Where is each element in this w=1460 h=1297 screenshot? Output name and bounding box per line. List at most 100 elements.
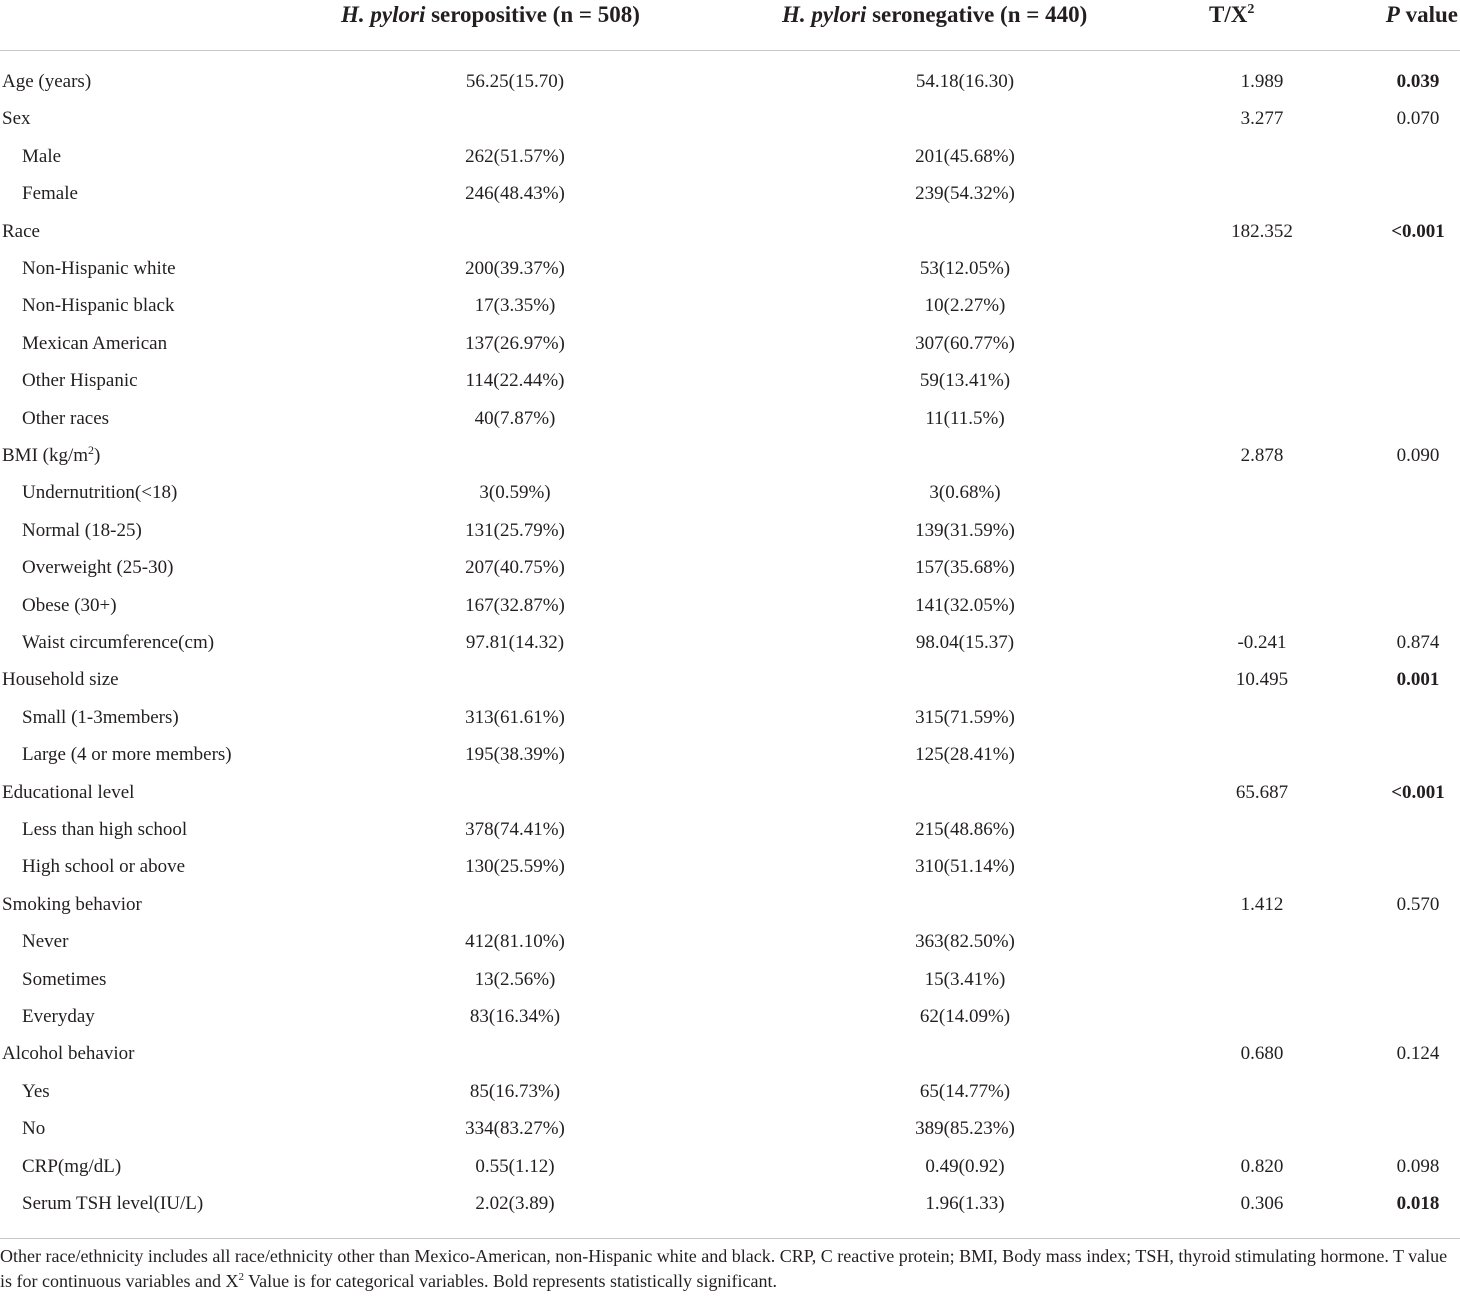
- cell-seropositive: 2.02(3.89): [475, 1193, 555, 1214]
- cell-seropositive: 56.25(15.70): [465, 71, 565, 92]
- cell-seropositive: 3(0.59%): [479, 482, 551, 504]
- cell-seronegative: 141(32.05%): [915, 594, 1015, 616]
- cell-p-value: 0.124: [1396, 1043, 1440, 1065]
- cell-seronegative: 54.18(16.30): [915, 71, 1015, 92]
- row-label: Small (1-3members): [22, 706, 179, 728]
- cell-seronegative: 363(82.50%): [915, 931, 1015, 953]
- table-row: Less than high school 378(74.41%) 215(48.8…: [0, 811, 1460, 848]
- cell-seropositive: 131(25.79%): [465, 519, 565, 541]
- cell-seropositive: 378(74.41%): [465, 819, 565, 840]
- table-row: Other Hispanic 114(22.44%) 59(13.41%): [0, 362, 1460, 399]
- row-label: Alcohol behavior: [2, 1043, 135, 1065]
- table-row: Large (4 or more members) 195(38.39%) 125(…: [0, 736, 1460, 773]
- table-bottom-rule: [0, 1238, 1460, 1239]
- cell-seropositive: 200(39.37%): [465, 258, 565, 279]
- cell-test-statistic: 0.680: [1240, 1043, 1284, 1065]
- cell-seronegative: 62(14.09%): [919, 1006, 1011, 1027]
- cell-seropositive: 114(22.44%): [465, 370, 565, 392]
- row-label: High school or above: [22, 856, 186, 878]
- row-label: Normal (18-25): [22, 519, 142, 541]
- table-row: Never 412(81.10%) 363(82.50%): [0, 923, 1460, 960]
- table-row: Sometimes 13(2.56%) 15(3.41%): [0, 961, 1460, 998]
- cell-test-statistic: 2.878: [1240, 445, 1284, 466]
- row-label: Large (4 or more members): [22, 744, 232, 766]
- cell-seropositive: 246(48.43%): [465, 183, 565, 205]
- cell-seropositive: 97.81(14.32): [465, 632, 565, 653]
- cell-seropositive: 334(83.27%): [465, 1118, 565, 1140]
- cell-seronegative: 310(51.14%): [915, 856, 1015, 878]
- cell-seropositive: 207(40.75%): [465, 557, 565, 579]
- cell-seronegative: 389(85.23%): [915, 1118, 1015, 1140]
- row-label: Less than high school: [22, 819, 188, 840]
- cell-p-value: 0.874: [1396, 632, 1440, 653]
- table-row: Waist circumference(cm) 97.81(14.32) 98.04…: [0, 624, 1460, 661]
- cell-seronegative: 59(13.41%): [919, 370, 1011, 392]
- cell-seronegative: 157(35.68%): [915, 557, 1015, 579]
- table-row: Household size 10.495 0.001: [0, 661, 1460, 698]
- table-row: High school or above 130(25.59%) 310(51.14…: [0, 848, 1460, 885]
- table-row: Mexican American 137(26.97%) 307(60.77%): [0, 325, 1460, 362]
- cell-seropositive: 85(16.73%): [469, 1080, 561, 1102]
- cell-seropositive: 262(51.57%): [465, 145, 565, 167]
- row-label: Waist circumference(cm): [22, 632, 215, 653]
- table-row: Male 262(51.57%) 201(45.68%): [0, 138, 1460, 175]
- cell-test-statistic: 0.306: [1240, 1193, 1284, 1214]
- row-label: Age (years): [2, 71, 92, 92]
- table-row: Non-Hispanic white 200(39.37%) 53(12.05%): [0, 250, 1460, 287]
- cell-seronegative: 11(11.5%): [925, 407, 1005, 429]
- table-row: No 334(83.27%) 389(85.23%): [0, 1110, 1460, 1147]
- table-row: Smoking behavior 1.412 0.570: [0, 886, 1460, 923]
- cell-p-value: 0.098: [1396, 1155, 1440, 1177]
- row-label: Overweight (25-30): [22, 557, 174, 579]
- cell-p-value: 0.001: [1396, 669, 1440, 691]
- table-row: Alcohol behavior 0.680 0.124: [0, 1035, 1460, 1072]
- row-label: CRP(mg/dL): [22, 1155, 122, 1177]
- table-row: Other races 40(7.87%) 11(11.5%): [0, 400, 1460, 437]
- cell-test-statistic: 10.495: [1235, 669, 1289, 691]
- cell-seronegative: 10(2.27%): [924, 295, 1006, 317]
- cell-p-value: <0.001: [1391, 781, 1445, 803]
- cell-seronegative: 65(14.77%): [919, 1080, 1011, 1102]
- cell-seropositive: 13(2.56%): [474, 968, 556, 990]
- header-p-value: P value: [1385, 2, 1458, 27]
- cell-seronegative: 315(71.59%): [915, 706, 1015, 728]
- cell-seronegative: 139(31.59%): [915, 519, 1015, 541]
- table-row: Undernutrition(<18) 3(0.59%) 3(0.68%): [0, 474, 1460, 511]
- cell-seronegative: 0.49(0.92): [925, 1155, 1005, 1177]
- row-label: Never: [22, 931, 69, 953]
- row-label: Non-Hispanic black: [22, 295, 175, 317]
- header-seropositive: H. pylori seropositive (n = 508): [341, 2, 640, 27]
- cell-seropositive: 137(26.97%): [465, 332, 565, 354]
- table-row: BMI (kg/m2) 2.878 0.090: [0, 437, 1460, 474]
- table-row: Small (1-3members) 313(61.61%) 315(71.59%): [0, 699, 1460, 736]
- row-label: BMI (kg/m2): [2, 443, 101, 466]
- row-label: No: [22, 1118, 46, 1140]
- cell-seropositive: 167(32.87%): [465, 594, 565, 616]
- row-label: Undernutrition(<18): [22, 482, 178, 504]
- row-label: Sometimes: [22, 968, 107, 990]
- table-row: Normal (18-25) 131(25.79%) 139(31.59%): [0, 512, 1460, 549]
- row-label: Other races: [22, 407, 110, 429]
- cell-test-statistic: 0.820: [1240, 1155, 1284, 1177]
- cell-test-statistic: 3.277: [1240, 108, 1284, 130]
- cell-seropositive: 130(25.59%): [465, 856, 565, 878]
- table-header: H. pylori seropositive (n = 508) H. pylo…: [0, 0, 1460, 51]
- table-row: Obese (30+) 167(32.87%) 141(32.05%): [0, 587, 1460, 624]
- cell-seronegative: 1.96(1.33): [925, 1193, 1005, 1214]
- row-label: Race: [2, 220, 40, 242]
- table-row: CRP(mg/dL) 0.55(1.12) 0.49(0.92) 0.820 0.098: [0, 1148, 1460, 1185]
- cell-seronegative: 201(45.68%): [915, 145, 1015, 167]
- cell-seronegative: 53(12.05%): [919, 258, 1011, 279]
- row-label: Male: [22, 145, 62, 167]
- table-row: Sex 3.277 0.070: [0, 100, 1460, 137]
- table-row: Overweight (25-30) 207(40.75%) 157(35.68%): [0, 549, 1460, 586]
- table-row: Non-Hispanic black 17(3.35%) 10(2.27%): [0, 287, 1460, 324]
- cell-seropositive: 412(81.10%): [465, 931, 565, 953]
- row-label: Educational level: [2, 781, 135, 803]
- table-row: Age (years) 56.25(15.70) 54.18(16.30) 1.989…: [0, 63, 1460, 100]
- cell-p-value: 0.039: [1396, 71, 1440, 92]
- table-row: Female 246(48.43%) 239(54.32%): [0, 175, 1460, 212]
- cell-seronegative: 125(28.41%): [915, 744, 1015, 766]
- cell-seropositive: 195(38.39%): [465, 744, 565, 766]
- cell-p-value: <0.001: [1391, 220, 1445, 242]
